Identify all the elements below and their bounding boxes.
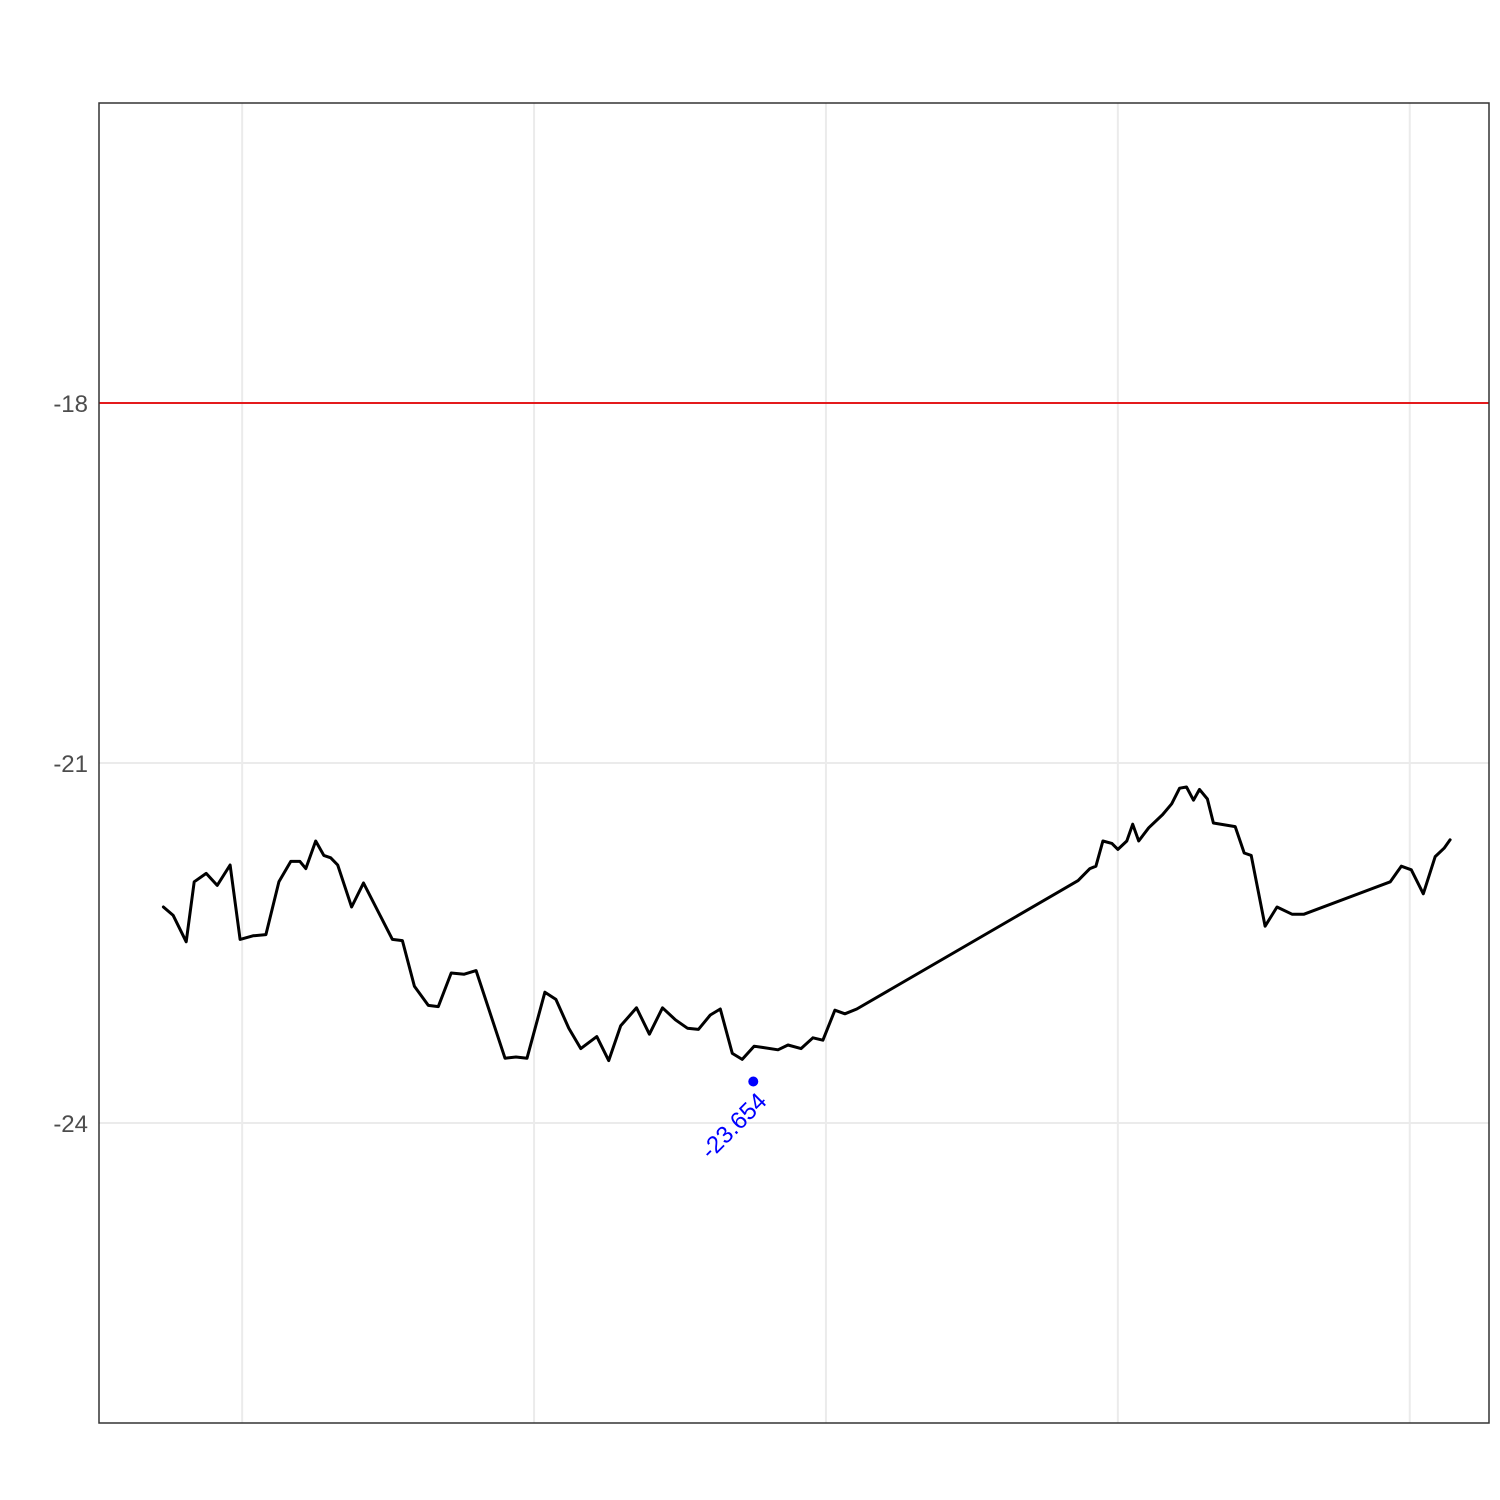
y-tick-label-2: -21 xyxy=(53,751,88,778)
y-tick-label-1: -18 xyxy=(53,391,88,418)
highlight-point xyxy=(748,1076,759,1087)
y-axis: -18 -21 -24 xyxy=(53,391,88,1138)
y-tick-label-3: -24 xyxy=(53,1111,88,1138)
series-group xyxy=(161,785,1452,1063)
plot-border xyxy=(98,102,1490,1424)
series-line-1 xyxy=(161,785,1452,1063)
